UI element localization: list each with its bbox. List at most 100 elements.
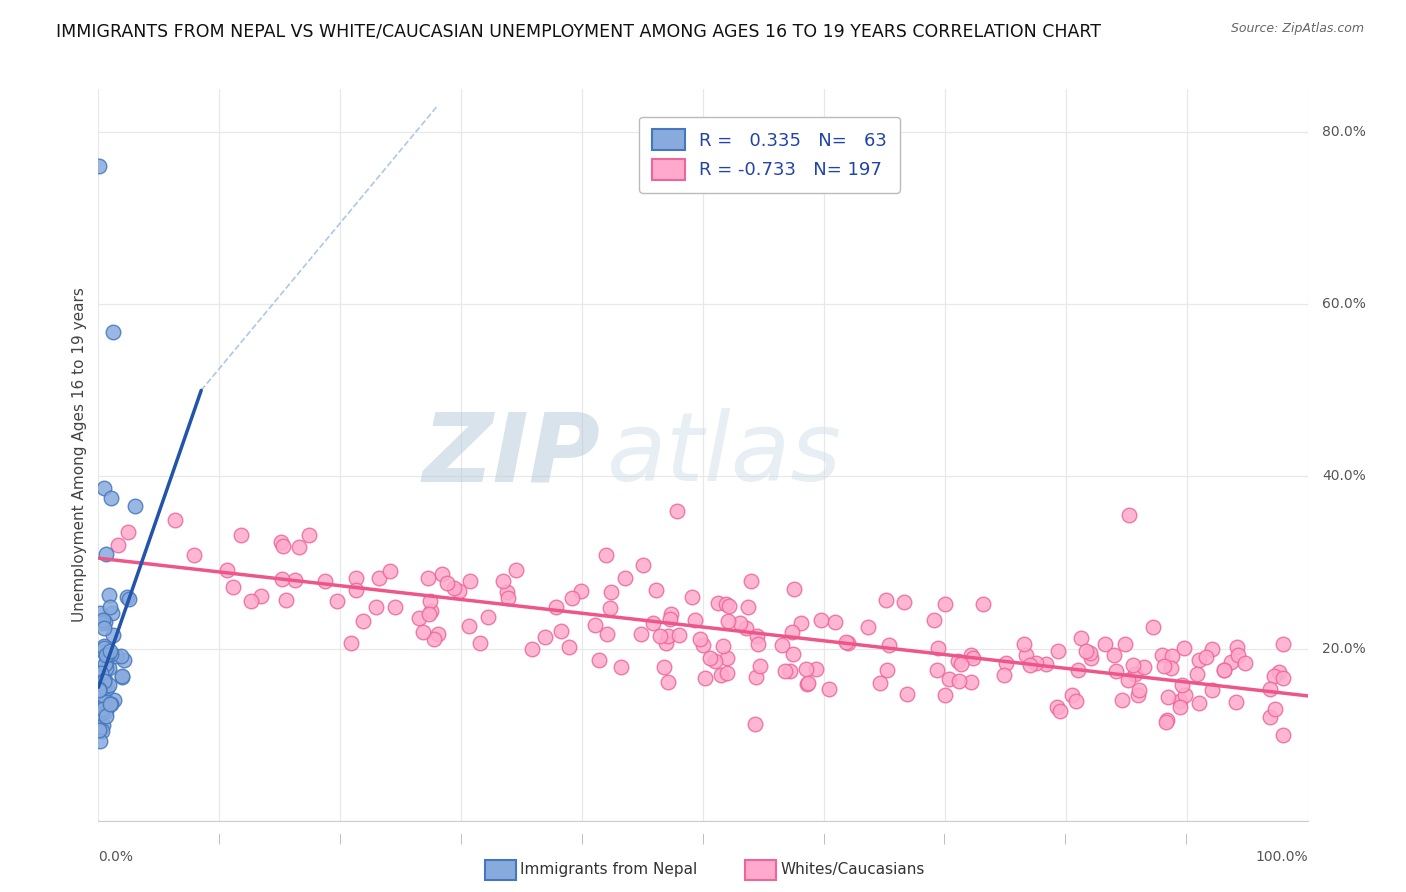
Point <box>824 615 846 629</box>
Point <box>1157 690 1180 705</box>
Point <box>91 673 114 688</box>
Point <box>1152 648 1174 663</box>
Point <box>744 717 766 731</box>
Point <box>856 620 879 634</box>
Point <box>101 627 124 641</box>
Text: ZIP: ZIP <box>422 409 600 501</box>
Point <box>96 652 118 666</box>
Point <box>949 657 972 672</box>
Point <box>681 590 703 604</box>
Point <box>1125 667 1147 681</box>
Point <box>938 673 960 687</box>
Point <box>876 663 898 677</box>
Point <box>796 677 818 691</box>
Point <box>668 628 690 642</box>
Point <box>1154 715 1177 730</box>
Point <box>693 671 716 685</box>
Point <box>934 689 956 703</box>
Point <box>107 538 129 552</box>
Point <box>654 636 676 650</box>
Point <box>111 669 134 683</box>
Point <box>91 702 114 716</box>
Point <box>1260 710 1282 724</box>
Text: Whites/Caucasians: Whites/Caucasians <box>780 863 925 877</box>
Point <box>89 606 111 620</box>
Text: |: | <box>218 834 221 845</box>
Point <box>1102 648 1125 662</box>
Point <box>1046 699 1069 714</box>
Point <box>927 640 949 655</box>
Point <box>685 613 707 627</box>
Point <box>458 619 481 633</box>
Point <box>117 591 139 606</box>
Point <box>163 513 186 527</box>
Point <box>561 591 583 606</box>
Point <box>1195 650 1218 665</box>
Point <box>1168 699 1191 714</box>
Text: atlas: atlas <box>606 409 841 501</box>
Point <box>875 593 897 607</box>
Point <box>352 614 374 628</box>
Point <box>1188 653 1211 667</box>
Point <box>94 690 117 704</box>
Point <box>599 584 621 599</box>
Point <box>93 621 115 635</box>
Point <box>1156 713 1178 727</box>
Point <box>1122 657 1144 672</box>
Point <box>737 599 759 614</box>
Point <box>658 612 681 626</box>
Point <box>90 615 112 630</box>
Point <box>550 624 572 638</box>
Text: |: | <box>1064 834 1067 845</box>
Point <box>93 681 115 695</box>
Point <box>87 723 110 737</box>
Text: |: | <box>823 834 825 845</box>
Point <box>1170 678 1192 692</box>
Point <box>93 640 115 654</box>
Point <box>1272 637 1295 651</box>
Point <box>648 629 671 643</box>
Text: Immigrants from Nepal: Immigrants from Nepal <box>520 863 697 877</box>
Point <box>1074 644 1097 658</box>
Point <box>1047 644 1070 658</box>
Point <box>740 574 762 588</box>
Point <box>325 594 347 608</box>
Text: 60.0%: 60.0% <box>1322 297 1367 311</box>
Point <box>443 581 465 595</box>
Point <box>596 627 619 641</box>
Point <box>1049 704 1071 718</box>
Point <box>100 647 122 661</box>
Point <box>93 615 115 629</box>
Point <box>496 591 519 605</box>
Point <box>298 528 321 542</box>
Text: |: | <box>460 834 463 845</box>
Point <box>94 548 117 562</box>
Point <box>1035 657 1057 672</box>
Point <box>98 600 121 615</box>
Point <box>993 668 1015 682</box>
Point <box>773 665 796 679</box>
Point <box>869 676 891 690</box>
Point <box>94 648 117 662</box>
Point <box>796 675 818 690</box>
Point <box>90 721 112 735</box>
Point <box>367 571 389 585</box>
Y-axis label: Unemployment Among Ages 16 to 19 years: Unemployment Among Ages 16 to 19 years <box>72 287 87 623</box>
Point <box>270 572 292 586</box>
Point <box>790 615 813 630</box>
Point <box>1226 648 1249 662</box>
Point <box>960 648 983 662</box>
Point <box>652 660 675 674</box>
Point <box>103 693 125 707</box>
Point <box>780 625 803 640</box>
Point <box>1258 681 1281 696</box>
Point <box>100 698 122 712</box>
Point <box>1116 673 1139 687</box>
Point <box>1025 656 1047 670</box>
Point <box>692 638 714 652</box>
Point <box>948 673 970 688</box>
Point <box>93 693 115 707</box>
Point <box>93 481 115 495</box>
Point <box>716 666 738 681</box>
Point <box>643 615 665 630</box>
